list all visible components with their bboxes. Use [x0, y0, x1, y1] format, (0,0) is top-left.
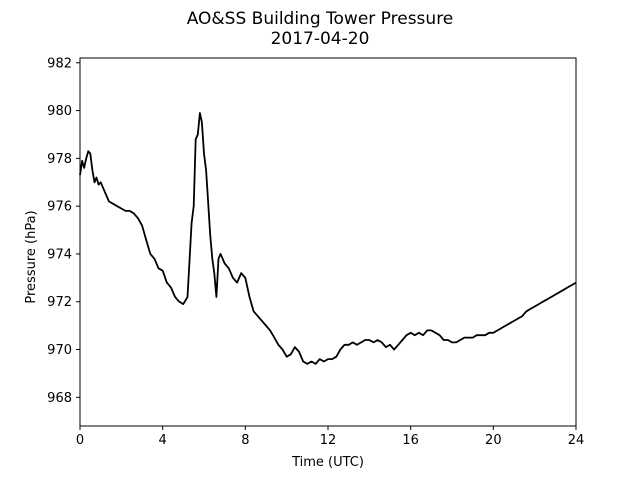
chart-subtitle: 2017-04-20 [271, 29, 370, 49]
chart-title: AO&SS Building Tower Pressure [187, 9, 454, 29]
x-tick-label: 4 [159, 433, 167, 448]
x-tick-label: 16 [402, 433, 419, 448]
y-tick-label: 978 [47, 152, 72, 167]
plot-area [79, 112, 577, 365]
y-tick-label: 976 [47, 200, 72, 215]
series-line-0 [79, 112, 577, 365]
x-axis-label: Time (UTC) [291, 455, 364, 470]
y-axis-label: Pressure (hPa) [24, 210, 39, 303]
y-tick-label: 970 [47, 343, 72, 358]
x-tick-label: 12 [320, 433, 337, 448]
y-tick-label: 972 [47, 295, 72, 310]
y-tick-label: 974 [47, 247, 72, 262]
axes: 0 4 8 12 16 20 24 968 970 972 974 976 978 980 982 [47, 56, 584, 448]
y-tick-label: 968 [47, 391, 72, 406]
x-tick-label: 8 [241, 433, 249, 448]
y-tick-label: 982 [47, 56, 72, 71]
x-tick-label: 20 [485, 433, 502, 448]
x-tick-label: 0 [76, 433, 84, 448]
y-tick-label: 980 [47, 104, 72, 119]
x-tick-label: 24 [568, 433, 585, 448]
